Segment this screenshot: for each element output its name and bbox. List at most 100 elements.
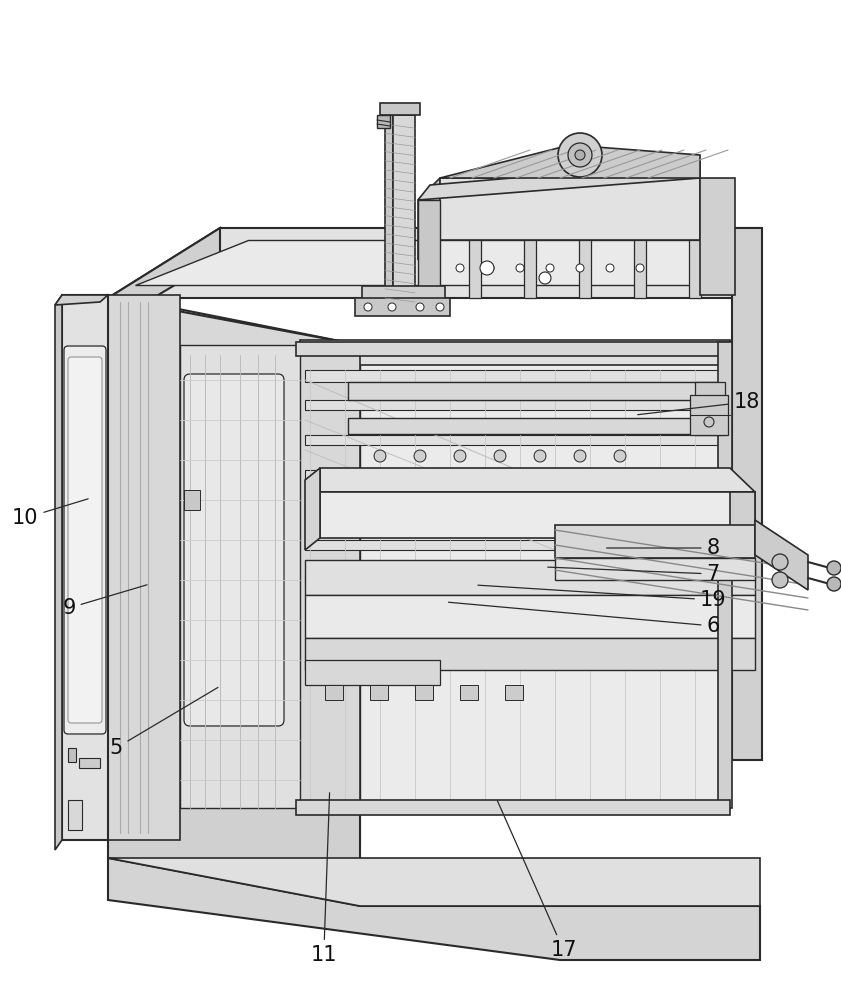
Polygon shape <box>385 115 393 298</box>
Circle shape <box>416 303 424 311</box>
FancyBboxPatch shape <box>64 346 106 734</box>
Polygon shape <box>418 162 700 200</box>
Polygon shape <box>418 178 440 260</box>
Polygon shape <box>305 575 730 585</box>
Polygon shape <box>305 540 730 550</box>
Polygon shape <box>296 342 730 356</box>
Circle shape <box>576 264 584 272</box>
Polygon shape <box>705 400 725 420</box>
Polygon shape <box>579 240 591 298</box>
FancyBboxPatch shape <box>68 357 102 723</box>
Circle shape <box>558 133 602 177</box>
Circle shape <box>539 272 551 284</box>
Polygon shape <box>305 435 730 445</box>
Circle shape <box>827 577 841 591</box>
Polygon shape <box>305 595 755 638</box>
Circle shape <box>827 561 841 575</box>
Polygon shape <box>418 200 440 298</box>
Text: 7: 7 <box>547 564 720 584</box>
Polygon shape <box>695 382 725 435</box>
Polygon shape <box>180 345 300 808</box>
Polygon shape <box>732 228 762 760</box>
Polygon shape <box>555 558 755 580</box>
Polygon shape <box>325 685 343 700</box>
Text: 10: 10 <box>12 499 88 528</box>
Polygon shape <box>348 382 725 400</box>
Polygon shape <box>305 660 440 685</box>
Circle shape <box>516 264 524 272</box>
Polygon shape <box>440 145 700 178</box>
Polygon shape <box>79 758 100 768</box>
Circle shape <box>414 450 426 462</box>
Polygon shape <box>108 295 180 840</box>
Polygon shape <box>55 295 62 850</box>
Polygon shape <box>68 748 76 762</box>
Polygon shape <box>305 560 755 595</box>
Polygon shape <box>360 345 760 420</box>
Text: 5: 5 <box>109 687 218 758</box>
Polygon shape <box>415 685 433 700</box>
Text: 11: 11 <box>310 793 337 965</box>
Polygon shape <box>440 178 700 240</box>
Circle shape <box>494 450 506 462</box>
Polygon shape <box>305 370 730 382</box>
Polygon shape <box>108 858 760 960</box>
Polygon shape <box>68 800 82 830</box>
Circle shape <box>704 417 714 427</box>
Polygon shape <box>305 638 755 670</box>
Polygon shape <box>755 520 808 590</box>
Circle shape <box>534 450 546 462</box>
Polygon shape <box>320 492 755 538</box>
Polygon shape <box>730 492 755 538</box>
Circle shape <box>426 264 434 272</box>
Text: 6: 6 <box>448 602 720 636</box>
Polygon shape <box>469 240 481 298</box>
Circle shape <box>374 450 386 462</box>
Circle shape <box>636 264 644 272</box>
Polygon shape <box>300 345 360 808</box>
Circle shape <box>772 554 788 570</box>
Polygon shape <box>108 298 360 808</box>
Polygon shape <box>184 490 200 510</box>
Polygon shape <box>296 800 730 815</box>
Circle shape <box>614 450 626 462</box>
Circle shape <box>546 264 554 272</box>
Polygon shape <box>505 685 523 700</box>
Polygon shape <box>305 505 730 515</box>
Polygon shape <box>689 240 701 298</box>
Polygon shape <box>690 395 728 435</box>
Polygon shape <box>355 298 450 316</box>
Circle shape <box>388 303 396 311</box>
Polygon shape <box>62 295 108 840</box>
Polygon shape <box>377 115 390 128</box>
Polygon shape <box>108 760 360 906</box>
Polygon shape <box>393 115 415 298</box>
Circle shape <box>568 143 592 167</box>
Text: 9: 9 <box>62 585 147 618</box>
Text: 17: 17 <box>497 801 577 960</box>
Polygon shape <box>108 228 760 298</box>
Circle shape <box>486 264 494 272</box>
Polygon shape <box>460 685 478 700</box>
Polygon shape <box>55 295 108 305</box>
Circle shape <box>575 150 585 160</box>
Polygon shape <box>524 240 536 298</box>
Polygon shape <box>305 470 730 480</box>
Polygon shape <box>362 286 445 302</box>
Text: 8: 8 <box>606 538 720 558</box>
Polygon shape <box>108 295 360 845</box>
Circle shape <box>364 303 372 311</box>
Polygon shape <box>555 525 755 558</box>
Polygon shape <box>300 340 730 365</box>
Circle shape <box>772 572 788 588</box>
Circle shape <box>456 264 464 272</box>
Polygon shape <box>370 685 388 700</box>
Polygon shape <box>135 240 735 285</box>
Polygon shape <box>700 178 735 295</box>
Polygon shape <box>380 103 420 115</box>
Circle shape <box>480 261 494 275</box>
Circle shape <box>436 303 444 311</box>
Polygon shape <box>718 342 732 808</box>
Polygon shape <box>305 400 730 410</box>
Text: 19: 19 <box>478 585 727 610</box>
